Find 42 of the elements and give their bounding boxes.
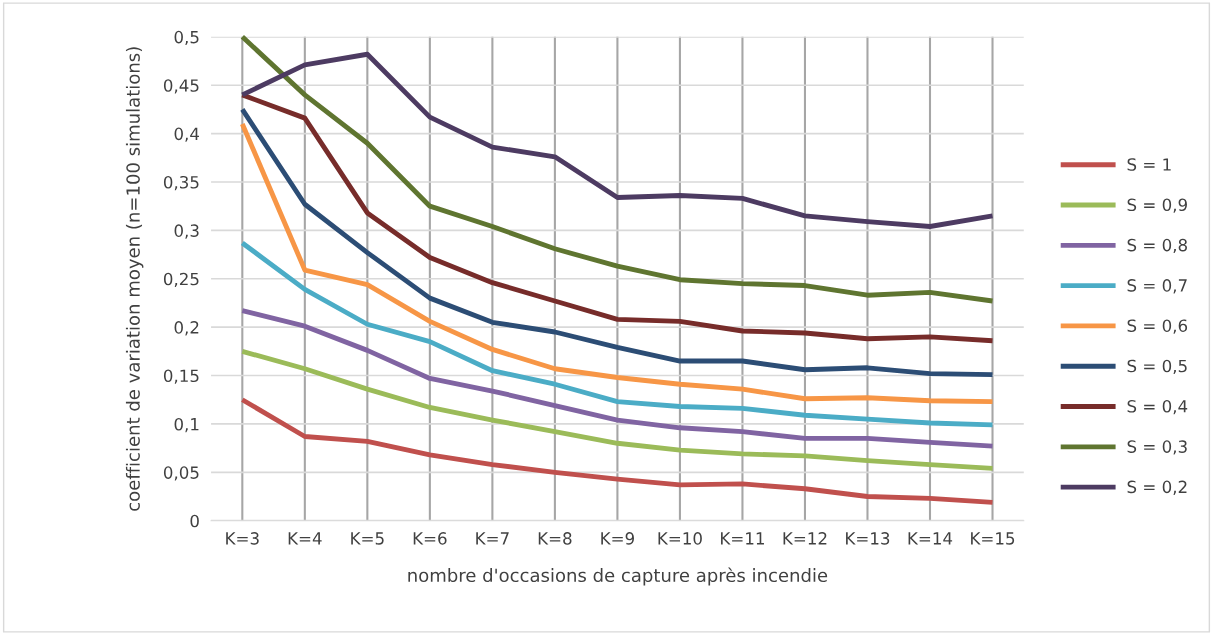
x-tick-label: K=5 [351, 532, 384, 545]
legend-label: S = 0,2 [1127, 480, 1187, 495]
x-tick-label: K=3 [226, 532, 259, 545]
y-tick-label: 0 [190, 514, 199, 528]
x-tick-label: K=12 [783, 532, 827, 545]
legend-label: S = 0,4 [1127, 399, 1188, 415]
line-series [239, 92, 995, 344]
legend-label: S = 0,3 [1127, 440, 1187, 455]
line-series [239, 308, 995, 449]
y-tick-label: 0,35 [163, 175, 199, 191]
line-series [239, 34, 995, 304]
line-series [239, 348, 995, 471]
y-axis-title: coefficient de variation moyen (n=100 simulations) [125, 47, 144, 511]
x-axis-title: nombre d'occasions de capture après incendie [408, 567, 828, 586]
y-tick-label: 0,4 [174, 127, 200, 142]
y-tick-label: 0,5 [174, 30, 199, 46]
x-tick-label: K=9 [601, 532, 634, 545]
x-tick-label: K=6 [413, 532, 447, 545]
legend-label: S = 1 [1127, 158, 1171, 171]
x-tick-label: K=10 [658, 532, 702, 545]
legend-label: S = 0,6 [1127, 319, 1188, 334]
line-series [239, 240, 995, 428]
x-tick-label: K=13 [846, 532, 890, 545]
x-tick-label: K=7 [476, 532, 509, 545]
y-tick-label: 0,3 [174, 224, 199, 239]
legend-label: S = 0,5 [1127, 359, 1187, 374]
x-tick-label: K=15 [971, 532, 1015, 545]
y-tick-label: 0,05 [163, 466, 199, 481]
y-tick-label: 0,15 [163, 369, 199, 384]
legend-label: S = 0,9 [1127, 198, 1187, 213]
y-tick-label: 0,1 [174, 417, 199, 433]
legend-label: S = 0,8 [1127, 238, 1187, 254]
y-tick-label: 0,25 [163, 272, 199, 288]
x-tick-label: K=8 [538, 532, 572, 545]
y-tick-label: 0,2 [174, 321, 199, 336]
x-tick-label: K=4 [288, 532, 322, 545]
line-series [239, 51, 995, 229]
x-tick-label: K=11 [721, 532, 764, 545]
x-tick-label: K=14 [908, 532, 953, 545]
line-series [239, 397, 995, 505]
legend-label: S = 0,7 [1127, 279, 1187, 294]
y-tick-label: 0,45 [163, 79, 199, 94]
